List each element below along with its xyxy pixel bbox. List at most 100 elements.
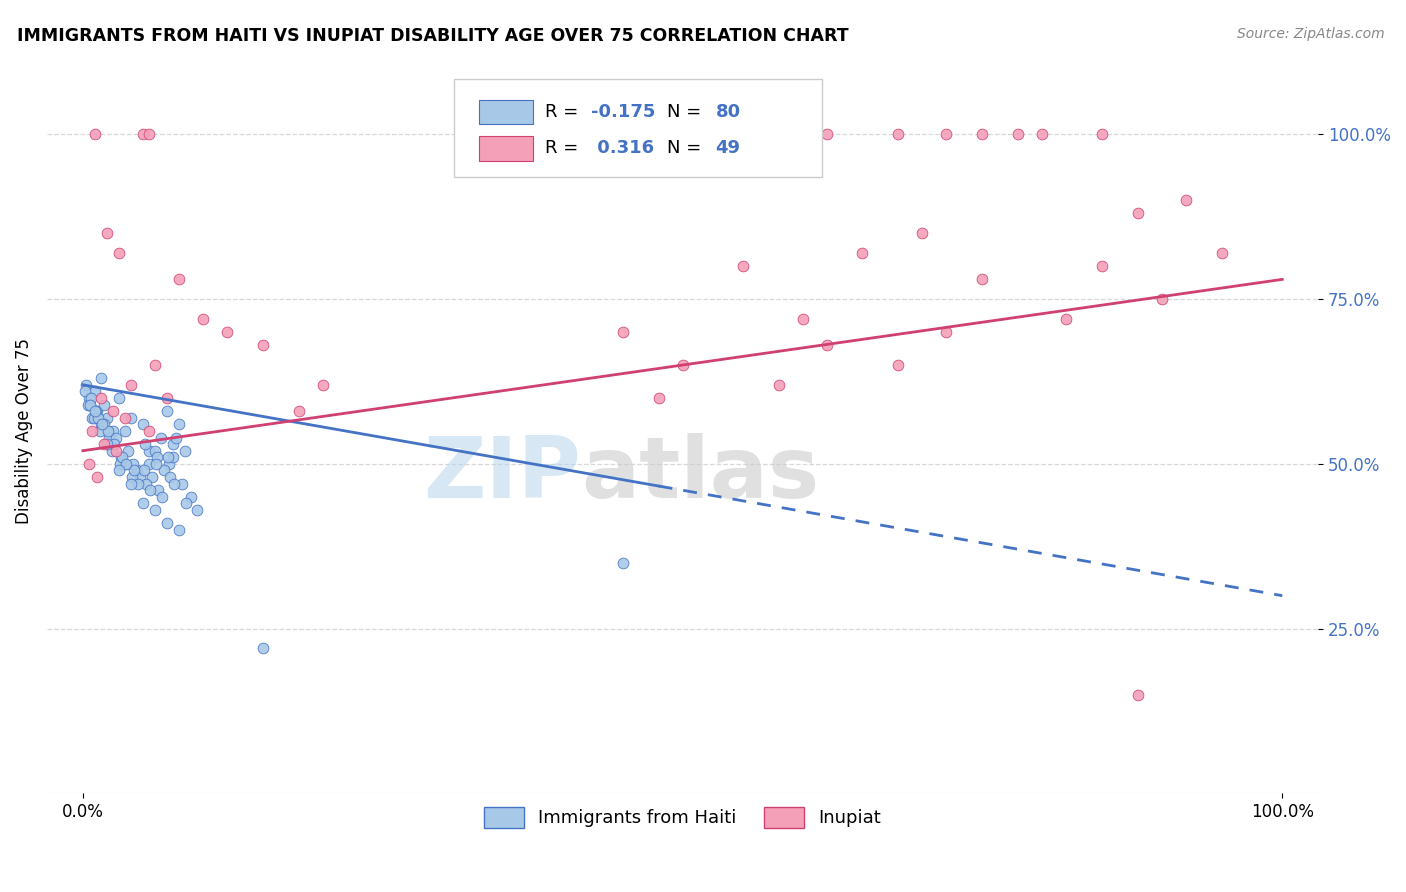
Point [768, 377, 790, 392]
Text: N =: N = [668, 103, 707, 121]
Point [122, 457, 145, 471]
Text: atlas: atlas [581, 433, 820, 516]
Point [132, 128, 155, 142]
Text: R =: R = [546, 103, 585, 121]
Point [86, 404, 108, 418]
Point [312, 377, 335, 392]
Point [135, 476, 157, 491]
Point [114, 410, 136, 425]
Point [647, 391, 669, 405]
Point [76, 377, 98, 392]
Point [103, 437, 125, 451]
Point [851, 246, 873, 260]
Text: 0.316: 0.316 [591, 139, 654, 157]
Point [143, 503, 166, 517]
Point [1128, 206, 1150, 220]
Point [972, 128, 994, 142]
Point [911, 226, 934, 240]
Point [86, 470, 108, 484]
Point [1128, 688, 1150, 702]
Point [96, 437, 118, 451]
Point [105, 430, 128, 444]
Point [111, 450, 134, 465]
Point [80, 391, 103, 405]
Point [173, 443, 195, 458]
Point [114, 457, 136, 471]
Point [1175, 194, 1198, 208]
Point [90, 391, 112, 405]
Point [138, 424, 160, 438]
Text: IMMIGRANTS FROM HAITI VS INUPIAT DISABILITY AGE OVER 75 CORRELATION CHART: IMMIGRANTS FROM HAITI VS INUPIAT DISABIL… [17, 27, 848, 45]
Point [156, 516, 179, 531]
Point [148, 483, 170, 498]
Point [138, 128, 160, 142]
Point [100, 443, 122, 458]
Point [157, 457, 180, 471]
Legend: Immigrants from Haiti, Inupiat: Immigrants from Haiti, Inupiat [477, 800, 889, 835]
Point [215, 325, 238, 339]
Point [287, 404, 309, 418]
Point [156, 404, 179, 418]
Y-axis label: Disability Age Over 75: Disability Age Over 75 [15, 338, 32, 524]
Point [108, 246, 131, 260]
Point [98, 430, 121, 444]
Point [101, 404, 124, 418]
FancyBboxPatch shape [479, 136, 533, 161]
Point [172, 476, 194, 491]
Point [815, 338, 838, 352]
Point [77, 457, 100, 471]
Point [887, 358, 910, 372]
Point [101, 424, 124, 438]
Point [153, 463, 176, 477]
Point [1007, 128, 1029, 142]
Point [108, 463, 131, 477]
Point [150, 490, 173, 504]
Point [93, 398, 115, 412]
Point [139, 483, 162, 498]
Point [887, 128, 910, 142]
Text: ZIP: ZIP [423, 433, 581, 516]
Point [132, 496, 155, 510]
Point [1054, 312, 1077, 326]
Point [83, 404, 105, 418]
Point [792, 312, 814, 326]
Point [114, 424, 136, 438]
Point [162, 450, 184, 465]
Point [1211, 246, 1233, 260]
Point [117, 443, 139, 458]
Point [82, 410, 104, 425]
Point [1091, 128, 1114, 142]
Point [91, 417, 114, 432]
Point [89, 424, 111, 438]
Point [93, 417, 115, 432]
Point [935, 128, 957, 142]
Point [84, 404, 107, 418]
Point [110, 450, 132, 465]
Text: R =: R = [546, 139, 585, 157]
Point [82, 424, 104, 438]
Point [159, 470, 181, 484]
Point [143, 443, 166, 458]
Point [77, 391, 100, 405]
Point [83, 384, 105, 399]
Point [87, 410, 110, 425]
Point [935, 325, 957, 339]
FancyBboxPatch shape [454, 79, 823, 178]
Point [174, 496, 197, 510]
Point [186, 503, 208, 517]
Point [252, 338, 274, 352]
Point [167, 523, 190, 537]
Point [815, 128, 838, 142]
Point [1091, 259, 1114, 273]
Text: 49: 49 [716, 139, 741, 157]
Point [125, 463, 148, 477]
Point [180, 490, 202, 504]
Point [120, 377, 142, 392]
Point [138, 443, 160, 458]
Point [162, 437, 184, 451]
Text: 80: 80 [716, 103, 741, 121]
Point [97, 424, 120, 438]
Point [167, 417, 190, 432]
Point [167, 272, 190, 286]
Point [1152, 292, 1174, 306]
